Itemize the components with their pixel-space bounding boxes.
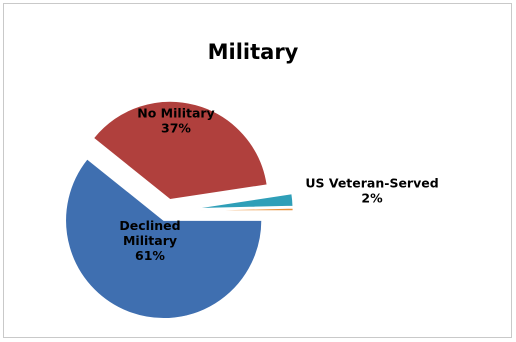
chart-frame: Military Declined Military 61% No Military 3… — [3, 3, 512, 338]
pie-slice — [93, 101, 268, 200]
slice-label: US Veteran-Served 2% — [305, 176, 438, 206]
chart-title: Military — [208, 40, 299, 64]
pie-chart: Military Declined Military 61% No Military 3… — [65, 40, 439, 319]
slice-label: No Military 37% — [137, 106, 214, 136]
pie-slice — [194, 193, 294, 209]
pie-slices — [65, 101, 294, 319]
pie-slice — [194, 207, 294, 212]
slice-label: Declined Military 61% — [119, 218, 180, 263]
pie-slice — [65, 158, 263, 319]
pie-labels: Declined Military 61% No Military 37% US Vete… — [119, 106, 438, 264]
